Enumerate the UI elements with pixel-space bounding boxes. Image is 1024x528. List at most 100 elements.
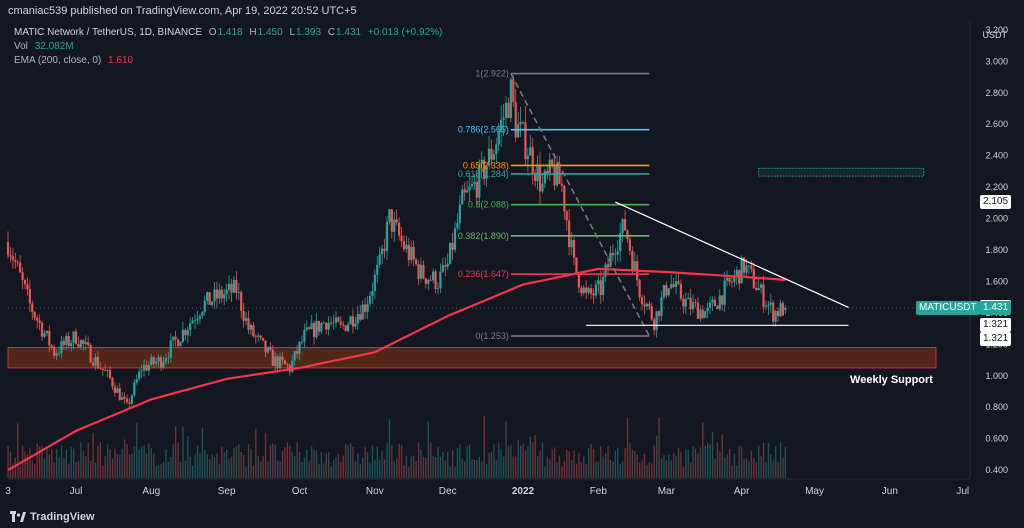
candle[interactable]	[713, 299, 717, 307]
candle[interactable]	[723, 280, 726, 305]
candle[interactable]	[677, 281, 680, 284]
candle[interactable]	[376, 264, 379, 275]
candle[interactable]	[381, 248, 384, 255]
candle[interactable]	[359, 314, 362, 320]
candle[interactable]	[643, 304, 646, 307]
candle[interactable]	[356, 314, 359, 324]
candle[interactable]	[220, 289, 223, 299]
candle[interactable]	[135, 379, 138, 383]
candle[interactable]	[483, 159, 486, 179]
candle[interactable]	[767, 304, 770, 307]
candle[interactable]	[257, 335, 260, 337]
candle[interactable]	[26, 284, 29, 290]
candle[interactable]	[587, 288, 590, 293]
candle[interactable]	[434, 271, 437, 289]
candle[interactable]	[609, 253, 612, 268]
candle[interactable]	[155, 361, 158, 364]
candle[interactable]	[77, 343, 80, 347]
candle[interactable]	[40, 322, 44, 337]
candle[interactable]	[449, 242, 452, 264]
candle[interactable]	[36, 317, 39, 321]
candle[interactable]	[106, 370, 109, 372]
candle[interactable]	[750, 265, 753, 269]
candle[interactable]	[628, 239, 631, 251]
candle[interactable]	[504, 102, 508, 118]
candle[interactable]	[89, 344, 92, 363]
candle[interactable]	[762, 284, 765, 308]
candle[interactable]	[657, 311, 661, 317]
candle[interactable]	[531, 147, 534, 174]
candle[interactable]	[735, 269, 738, 277]
candle[interactable]	[577, 272, 580, 288]
candle[interactable]	[242, 311, 245, 321]
candle[interactable]	[82, 340, 85, 345]
candle[interactable]	[696, 302, 700, 319]
candle[interactable]	[451, 242, 454, 250]
candle[interactable]	[70, 342, 73, 347]
candle[interactable]	[597, 280, 600, 285]
candle[interactable]	[412, 247, 415, 260]
candle[interactable]	[779, 303, 782, 317]
candle[interactable]	[648, 303, 651, 307]
candle[interactable]	[655, 311, 658, 331]
candle[interactable]	[162, 361, 165, 368]
candle[interactable]	[436, 288, 440, 290]
candle[interactable]	[67, 335, 70, 347]
candle[interactable]	[312, 323, 316, 338]
candle[interactable]	[446, 263, 449, 267]
candle[interactable]	[269, 347, 272, 350]
candle[interactable]	[45, 330, 48, 334]
candle[interactable]	[364, 304, 367, 312]
candle[interactable]	[167, 357, 170, 359]
candle[interactable]	[568, 220, 571, 248]
candle[interactable]	[172, 336, 175, 341]
candle[interactable]	[276, 356, 279, 369]
candle[interactable]	[687, 297, 690, 300]
candle[interactable]	[704, 311, 707, 318]
candle[interactable]	[534, 173, 537, 182]
candle[interactable]	[432, 271, 435, 281]
candle[interactable]	[512, 79, 515, 103]
candle[interactable]	[33, 312, 36, 318]
candle[interactable]	[113, 386, 116, 393]
candle[interactable]	[249, 324, 253, 330]
candle[interactable]	[650, 306, 653, 320]
candle[interactable]	[541, 183, 544, 192]
candle[interactable]	[91, 362, 95, 366]
candle[interactable]	[230, 283, 233, 293]
candle[interactable]	[261, 337, 265, 341]
candle[interactable]	[281, 356, 284, 361]
candle[interactable]	[315, 320, 318, 338]
candle[interactable]	[740, 257, 743, 284]
candle[interactable]	[354, 323, 357, 327]
candle[interactable]	[602, 276, 605, 296]
candle[interactable]	[745, 265, 748, 273]
candle[interactable]	[623, 218, 627, 231]
candle[interactable]	[130, 395, 133, 404]
candle[interactable]	[769, 302, 772, 305]
candle[interactable]	[232, 279, 236, 293]
descending-trendline[interactable]	[615, 201, 849, 308]
candle[interactable]	[179, 341, 182, 347]
candle[interactable]	[742, 257, 746, 273]
candle[interactable]	[125, 398, 129, 403]
candle[interactable]	[529, 147, 532, 156]
candle[interactable]	[60, 340, 63, 354]
candle[interactable]	[759, 284, 763, 288]
candle[interactable]	[150, 357, 153, 366]
candle[interactable]	[210, 301, 214, 305]
footer-brand[interactable]: TradingView	[30, 511, 95, 523]
candle[interactable]	[198, 316, 202, 319]
candle[interactable]	[53, 347, 56, 356]
candle[interactable]	[176, 339, 180, 347]
candle[interactable]	[721, 295, 724, 305]
candle[interactable]	[708, 302, 712, 308]
candle[interactable]	[521, 121, 525, 123]
candle[interactable]	[640, 297, 644, 305]
candle[interactable]	[186, 330, 189, 336]
quote-unit-label[interactable]: USDT	[983, 30, 1008, 40]
candle[interactable]	[274, 356, 277, 367]
candle[interactable]	[774, 311, 777, 322]
candle[interactable]	[665, 285, 668, 296]
candle[interactable]	[308, 327, 311, 330]
